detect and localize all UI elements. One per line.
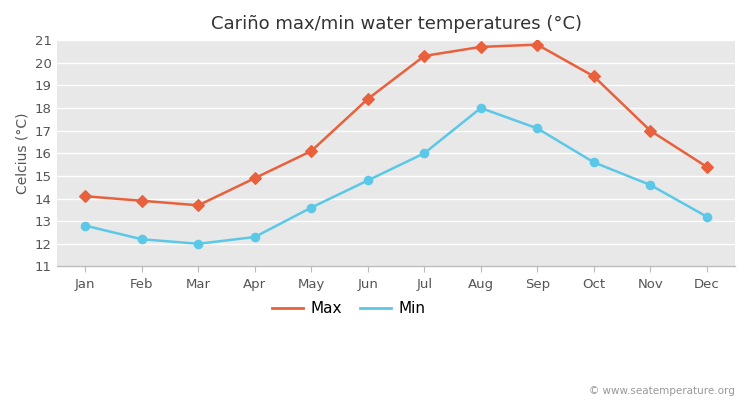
Point bbox=[136, 236, 148, 242]
Point bbox=[249, 234, 261, 240]
Point bbox=[531, 125, 543, 132]
Legend: Max, Min: Max, Min bbox=[266, 295, 431, 322]
Point bbox=[136, 198, 148, 204]
Point bbox=[419, 53, 430, 59]
Title: Cariño max/min water temperatures (°C): Cariño max/min water temperatures (°C) bbox=[211, 15, 581, 33]
Point bbox=[305, 204, 317, 211]
Point bbox=[531, 42, 543, 48]
Point bbox=[644, 128, 656, 134]
Point bbox=[588, 73, 600, 80]
Point bbox=[362, 96, 374, 102]
Point bbox=[80, 222, 92, 229]
Point bbox=[700, 214, 712, 220]
Point bbox=[192, 202, 204, 208]
Y-axis label: Celcius (°C): Celcius (°C) bbox=[15, 112, 29, 194]
Point bbox=[475, 44, 487, 50]
Point bbox=[80, 193, 92, 200]
Point bbox=[362, 177, 374, 184]
Point bbox=[419, 150, 430, 156]
Point bbox=[192, 240, 204, 247]
Point bbox=[249, 175, 261, 181]
Point bbox=[305, 148, 317, 154]
Point bbox=[700, 164, 712, 170]
Point bbox=[644, 182, 656, 188]
Point bbox=[475, 105, 487, 111]
Point bbox=[588, 159, 600, 166]
Text: © www.seatemperature.org: © www.seatemperature.org bbox=[590, 386, 735, 396]
